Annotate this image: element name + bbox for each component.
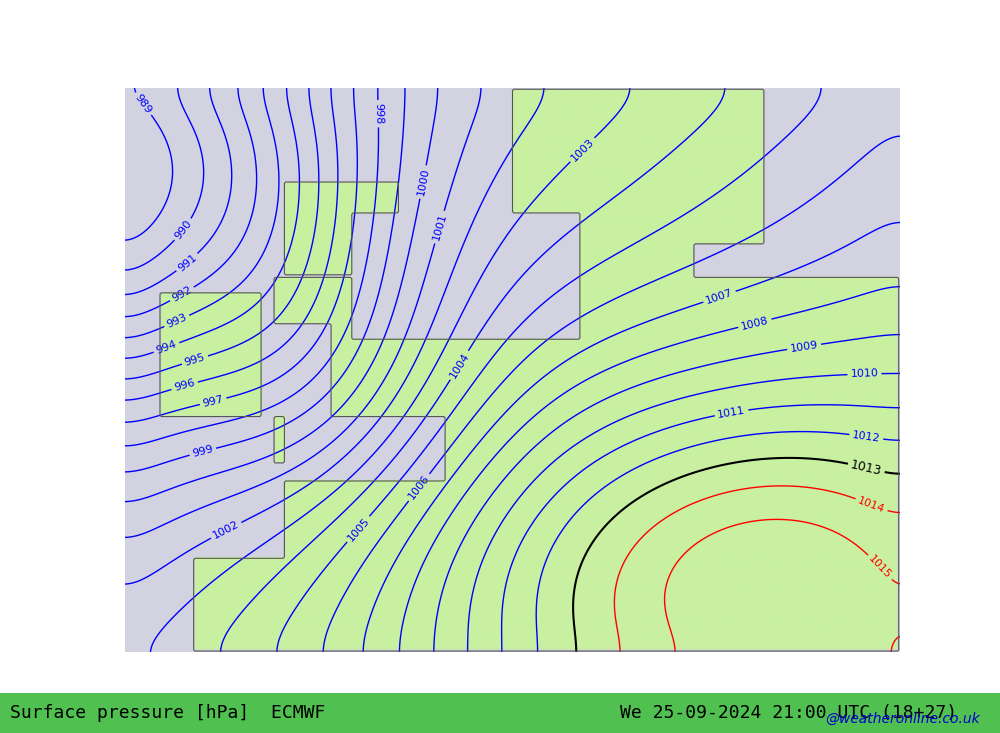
Text: @weatheronline.co.uk: @weatheronline.co.uk [825,712,980,726]
Text: We 25-09-2024 21:00 UTC (18+27): We 25-09-2024 21:00 UTC (18+27) [620,704,957,722]
Text: 996: 996 [173,378,196,394]
Text: 989: 989 [133,92,153,116]
Text: 997: 997 [202,394,225,409]
Text: 1000: 1000 [416,167,431,196]
Text: 993: 993 [165,312,189,330]
Text: 991: 991 [176,252,199,273]
Text: 1009: 1009 [789,339,819,354]
Text: 1014: 1014 [857,496,886,515]
Text: 1015: 1015 [867,553,893,581]
Text: 1007: 1007 [705,287,734,306]
Text: 1001: 1001 [431,213,448,242]
Text: 1012: 1012 [852,430,881,443]
Text: 1006: 1006 [407,474,432,501]
Text: 1003: 1003 [569,136,596,163]
Text: 1002: 1002 [211,519,241,541]
Text: 1005: 1005 [345,515,371,543]
Text: 999: 999 [191,444,214,459]
Text: Surface pressure [hPa]  ECMWF: Surface pressure [hPa] ECMWF [10,704,325,722]
Text: 994: 994 [155,339,178,356]
Text: 990: 990 [173,218,194,241]
Text: 992: 992 [170,284,194,303]
Text: 1008: 1008 [740,315,770,331]
Text: 1013: 1013 [849,458,883,478]
Text: 1011: 1011 [717,405,746,420]
Text: 995: 995 [183,352,207,368]
Text: 1010: 1010 [850,369,879,380]
Text: 998: 998 [373,103,383,125]
Text: 1004: 1004 [448,350,471,380]
